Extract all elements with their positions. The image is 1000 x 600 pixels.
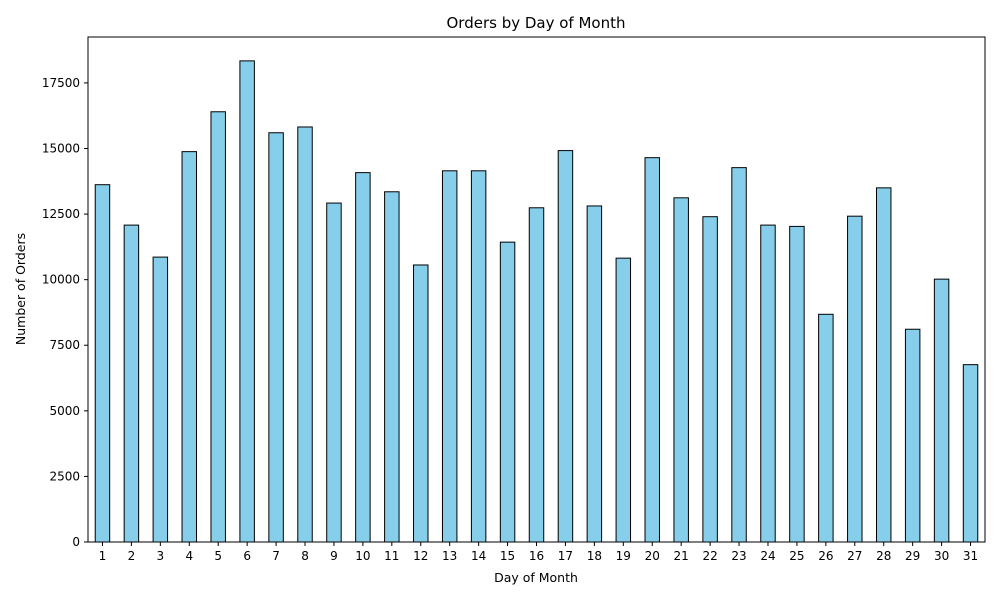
x-tick-label: 17 xyxy=(558,549,573,563)
y-tick-label: 2500 xyxy=(49,469,80,483)
bar-day-14 xyxy=(470,170,487,543)
bar-day-18 xyxy=(586,205,603,543)
bar-day-4 xyxy=(181,151,198,543)
bar-day-28 xyxy=(875,187,892,543)
bar-day-20 xyxy=(644,157,660,543)
y-tick-label: 15000 xyxy=(42,141,80,155)
bar-day-21 xyxy=(673,197,689,543)
x-tick-label: 5 xyxy=(214,549,222,563)
bar-day-13 xyxy=(441,170,458,543)
y-tick-label: 17500 xyxy=(42,76,80,90)
bar-day-17 xyxy=(557,150,574,543)
y-tick-label: 5000 xyxy=(49,404,80,418)
bar-day-16 xyxy=(528,207,545,543)
x-tick-label: 26 xyxy=(818,549,833,563)
x-tick-label: 12 xyxy=(413,549,428,563)
y-axis-ticks: 0 2500 5000 7500 10000 12500 15000 17500 xyxy=(42,76,88,549)
x-tick-label: 19 xyxy=(616,549,631,563)
bar-day-26 xyxy=(818,313,834,543)
x-tick-label: 1 xyxy=(99,549,107,563)
x-tick-label: 14 xyxy=(471,549,486,563)
y-tick-label: 7500 xyxy=(49,338,80,352)
bar-day-10 xyxy=(355,172,371,543)
y-tick-label: 12500 xyxy=(42,207,80,221)
x-tick-label: 18 xyxy=(587,549,602,563)
x-tick-label: 13 xyxy=(442,549,457,563)
bar-day-7 xyxy=(268,132,284,543)
bar-day-24 xyxy=(760,224,776,543)
x-tick-label: 10 xyxy=(355,549,370,563)
x-tick-label: 30 xyxy=(934,549,949,563)
bar-day-15 xyxy=(499,241,516,543)
bar-day-22 xyxy=(702,216,718,543)
bar-day-30 xyxy=(933,278,950,543)
plot-frame xyxy=(87,36,986,543)
bar-day-11 xyxy=(384,191,400,543)
chart-title: Orders by Day of Month xyxy=(446,14,625,32)
x-tick-label: 6 xyxy=(243,549,251,563)
bar-day-8 xyxy=(297,126,313,543)
bar-day-19 xyxy=(615,257,632,543)
x-axis-label: Day of Month xyxy=(494,570,578,585)
x-tick-label: 8 xyxy=(301,549,309,563)
bar-day-5 xyxy=(210,111,226,543)
x-tick-label: 2 xyxy=(128,549,136,563)
x-tick-label: 25 xyxy=(789,549,804,563)
x-tick-label: 22 xyxy=(702,549,717,563)
bar-day-31 xyxy=(962,364,979,543)
y-axis-label: Number of Orders xyxy=(13,233,28,345)
x-tick-label: 9 xyxy=(330,549,338,563)
y-tick-label: 10000 xyxy=(42,273,80,287)
x-tick-label: 27 xyxy=(847,549,862,563)
x-tick-label: 29 xyxy=(905,549,920,563)
bar-day-29 xyxy=(904,328,921,543)
bar-day-23 xyxy=(731,167,747,543)
x-tick-label: 3 xyxy=(157,549,165,563)
x-tick-label: 11 xyxy=(384,549,399,563)
bar-day-2 xyxy=(123,224,140,543)
bar-day-12 xyxy=(413,264,429,543)
x-tick-label: 28 xyxy=(876,549,891,563)
x-tick-label: 21 xyxy=(674,549,689,563)
x-tick-label: 31 xyxy=(963,549,978,563)
x-tick-label: 16 xyxy=(529,549,544,563)
x-tick-label: 15 xyxy=(500,549,515,563)
bar-day-27 xyxy=(847,215,863,543)
bar-day-6 xyxy=(239,60,255,543)
x-axis-ticks: 1 2 3 4 5 6 7 8 9 10 11 12 13 14 15 16 17 18 19 20 21 22 23 24 2… xyxy=(99,542,978,563)
bar-day-25 xyxy=(789,225,805,543)
x-tick-label: 7 xyxy=(272,549,280,563)
x-tick-label: 24 xyxy=(760,549,775,563)
y-tick-label: 0 xyxy=(72,535,80,549)
bar-day-9 xyxy=(326,202,342,543)
bar-day-3 xyxy=(152,256,169,543)
x-tick-label: 20 xyxy=(645,549,660,563)
bars-group xyxy=(94,60,979,543)
bar-day-1 xyxy=(94,184,111,543)
x-tick-label: 23 xyxy=(731,549,746,563)
x-tick-label: 4 xyxy=(185,549,193,563)
